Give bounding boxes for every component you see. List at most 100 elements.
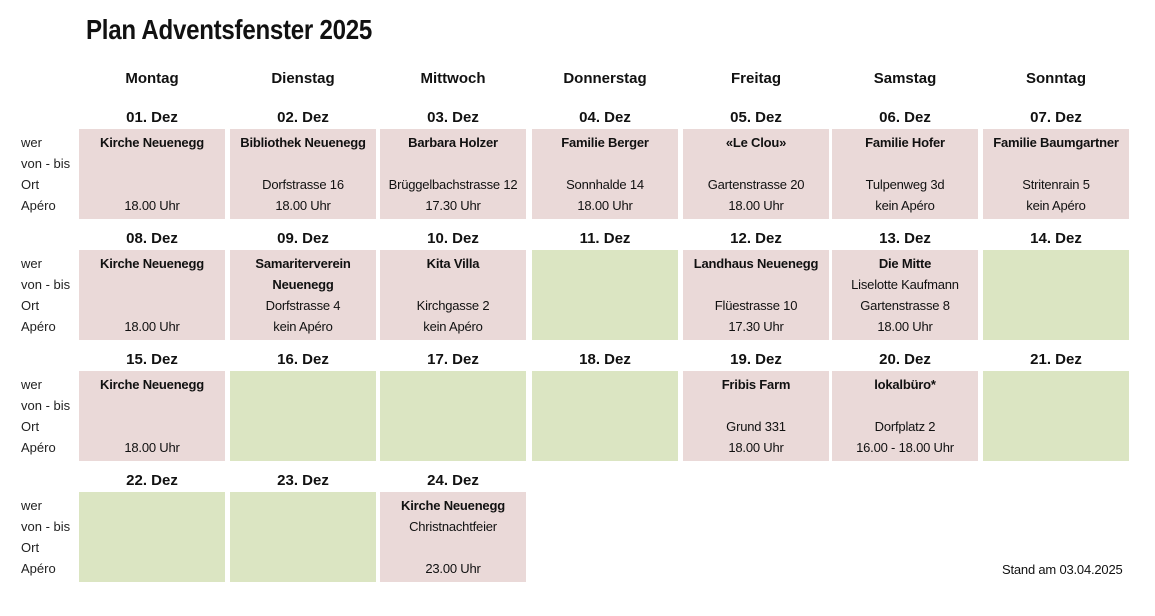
event-host [532,374,678,395]
event-time [79,274,225,295]
date-header: 21. Dez [1030,351,1082,368]
row-label: von - bis [21,156,71,171]
event-apero [380,437,526,458]
row-label: von - bis [21,519,71,534]
day-header-7: Sonntag [1026,70,1086,87]
free-slot-cell [983,371,1129,461]
event-host [380,374,526,395]
free-slot-cell [230,371,376,461]
row-label: von - bis [21,277,71,292]
event-time [532,153,678,174]
event-location: Grund 331 [726,419,786,434]
row-label: Apéro [21,198,56,213]
day-header-6: Samstag [873,70,937,87]
event-location: Dorfplatz 2 [874,419,936,434]
event-apero: 18.00 Uhr [275,198,331,213]
stand-date: Stand am 03.04.2025 [1002,562,1123,577]
event-host: Fribis Farm [721,377,791,392]
event-host: Kirche Neuenegg [100,377,204,392]
event-host: Familie Hofer [865,135,945,150]
event-time [230,516,376,537]
row-label: wer [21,135,42,150]
event-cell: Kita Villa Kirchgasse 2 kein Apéro [380,250,526,340]
event-time [79,516,225,537]
event-apero [79,558,225,579]
event-apero [532,316,678,337]
event-apero: 17.30 Uhr [425,198,481,213]
event-apero [230,558,376,579]
date-header: 13. Dez [879,230,931,247]
event-time [380,153,526,174]
event-apero [230,437,376,458]
free-slot-cell [79,492,225,582]
date-header: 17. Dez [427,351,479,368]
event-time [532,395,678,416]
event-host: Kita Villa [426,256,480,271]
event-cell: Bibliothek Neuenegg Dorfstrasse 16 18.00 U… [230,129,376,219]
event-location: Dorfstrasse 4 [265,298,341,313]
date-header: 24. Dez [427,472,479,489]
event-apero: kein Apéro [1026,198,1086,213]
event-cell: Kirche Neuenegg Christnachtfeier 23.00 Uhr [380,492,526,582]
event-location: Brüggelbachstrasse 12 [388,177,518,192]
event-host: Kirche Neuenegg [401,498,505,513]
row-label: von - bis [21,398,71,413]
event-host: Barbara Holzer [408,135,498,150]
event-cell: Landhaus Neuenegg Flüestrasse 10 17.30 Uhr [683,250,829,340]
event-cell: Kirche Neuenegg 18.00 Uhr [79,371,225,461]
day-header-4: Donnerstag [563,70,647,87]
event-cell: Fribis Farm Grund 331 18.00 Uhr [683,371,829,461]
event-time [230,395,376,416]
event-cell: Kirche Neuenegg 18.00 Uhr [79,129,225,219]
day-header-2: Dienstag [271,70,335,87]
event-location [983,416,1129,437]
date-header: 11. Dez [579,230,631,247]
free-slot-cell [532,250,678,340]
date-header: 14. Dez [1030,230,1082,247]
event-location: Dorfstrasse 16 [262,177,344,192]
event-host: Familie Baumgartner [993,135,1119,150]
event-time [380,274,526,295]
free-slot-cell [380,371,526,461]
event-location [532,416,678,437]
event-cell: lokalbüro* Dorfplatz 2 16.00 - 18.00 Uhr [832,371,978,461]
event-location [79,295,225,316]
free-slot-cell [230,492,376,582]
event-host: Die Mitte [878,256,932,271]
event-location [79,174,225,195]
event-cell: Die Mitte Liselotte Kaufmann Gartenstrasse… [832,250,978,340]
row-label: Ort [21,298,40,313]
date-header: 23. Dez [277,472,329,489]
date-header: 12. Dez [730,230,782,247]
page-title: Plan Adventsfenster 2025 [86,14,373,45]
event-location [532,295,678,316]
date-header: 06. Dez [879,109,931,126]
event-location [380,416,526,437]
date-header: 03. Dez [427,109,479,126]
row-label: wer [21,377,42,392]
free-slot-cell [532,371,678,461]
event-apero: 18.00 Uhr [728,198,784,213]
event-apero: 18.00 Uhr [877,319,933,334]
event-host [230,495,376,516]
row-label: Apéro [21,319,56,334]
event-apero [983,437,1129,458]
date-header: 19. Dez [730,351,782,368]
row-label: wer [21,498,42,513]
row-label: Apéro [21,440,56,455]
event-location: Sonnhalde 14 [566,177,644,192]
date-header: 08. Dez [126,230,178,247]
day-header-1: Montag [125,70,179,87]
event-host: lokalbüro* [874,377,936,392]
event-time [79,153,225,174]
date-header: 10. Dez [427,230,479,247]
event-cell: Familie Hofer Tulpenweg 3d kein Apéro [832,129,978,219]
event-host: Familie Berger [561,135,649,150]
free-slot-cell [983,250,1129,340]
row-label: wer [21,256,42,271]
event-time [683,395,829,416]
date-header: 15. Dez [126,351,178,368]
day-header-3: Mittwoch [420,70,486,87]
date-header: 02. Dez [277,109,329,126]
date-header: 20. Dez [879,351,931,368]
